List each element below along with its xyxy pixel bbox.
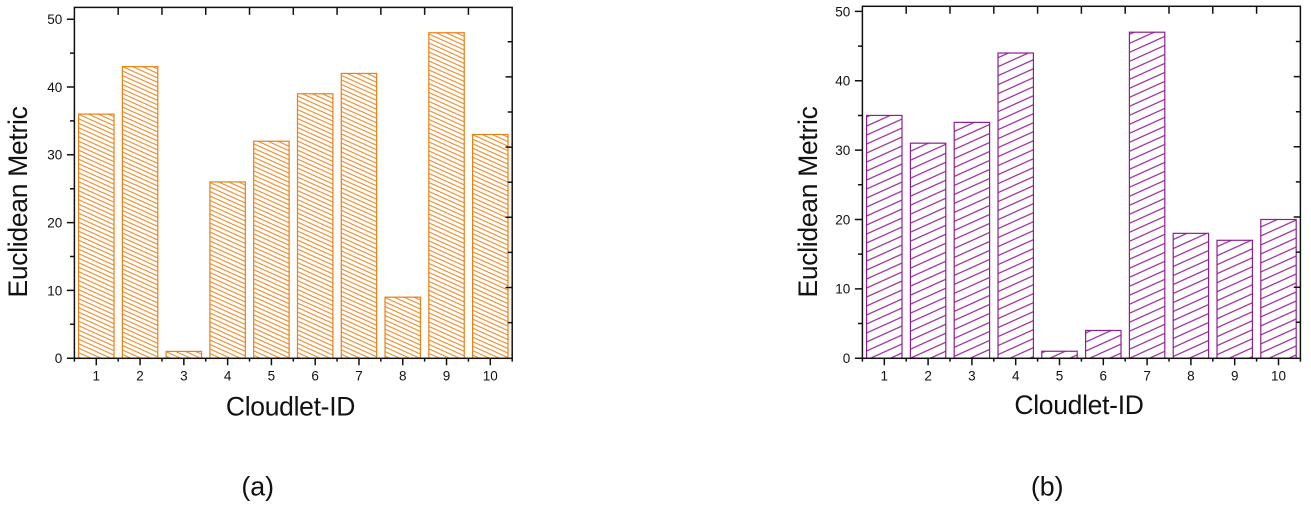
svg-text:50: 50 bbox=[835, 4, 850, 19]
svg-text:(b): (b) bbox=[1031, 471, 1064, 501]
svg-text:30: 30 bbox=[47, 148, 62, 163]
svg-text:(a): (a) bbox=[241, 471, 274, 501]
svg-text:4: 4 bbox=[224, 369, 232, 384]
svg-text:Euclidean Metric: Euclidean Metric bbox=[3, 106, 33, 297]
svg-text:6: 6 bbox=[1100, 369, 1108, 384]
svg-text:6: 6 bbox=[311, 369, 319, 384]
svg-text:3: 3 bbox=[968, 369, 976, 384]
svg-text:Cloudlet-ID: Cloudlet-ID bbox=[1014, 390, 1143, 420]
svg-text:40: 40 bbox=[835, 74, 850, 89]
svg-text:9: 9 bbox=[443, 369, 451, 384]
svg-text:20: 20 bbox=[47, 216, 62, 231]
svg-text:Euclidean Metric: Euclidean Metric bbox=[793, 106, 823, 297]
svg-text:2: 2 bbox=[136, 369, 144, 384]
svg-text:0: 0 bbox=[55, 351, 63, 366]
svg-text:50: 50 bbox=[47, 12, 62, 27]
svg-text:10: 10 bbox=[835, 282, 850, 297]
svg-text:30: 30 bbox=[835, 143, 850, 158]
svg-text:20: 20 bbox=[835, 212, 850, 227]
svg-text:5: 5 bbox=[268, 369, 276, 384]
svg-text:2: 2 bbox=[924, 369, 932, 384]
svg-text:9: 9 bbox=[1231, 369, 1239, 384]
svg-text:Cloudlet-ID: Cloudlet-ID bbox=[226, 391, 355, 421]
svg-text:7: 7 bbox=[355, 369, 363, 384]
svg-text:8: 8 bbox=[399, 369, 407, 384]
svg-text:40: 40 bbox=[47, 80, 62, 95]
svg-text:10: 10 bbox=[47, 283, 62, 298]
svg-text:3: 3 bbox=[180, 369, 188, 384]
svg-text:1: 1 bbox=[93, 369, 101, 384]
svg-text:8: 8 bbox=[1187, 369, 1195, 384]
svg-text:1: 1 bbox=[881, 369, 889, 384]
svg-text:0: 0 bbox=[843, 351, 851, 366]
svg-text:10: 10 bbox=[1271, 369, 1286, 384]
svg-text:7: 7 bbox=[1143, 369, 1151, 384]
svg-text:4: 4 bbox=[1012, 369, 1020, 384]
svg-text:10: 10 bbox=[483, 369, 498, 384]
svg-text:5: 5 bbox=[1056, 369, 1064, 384]
